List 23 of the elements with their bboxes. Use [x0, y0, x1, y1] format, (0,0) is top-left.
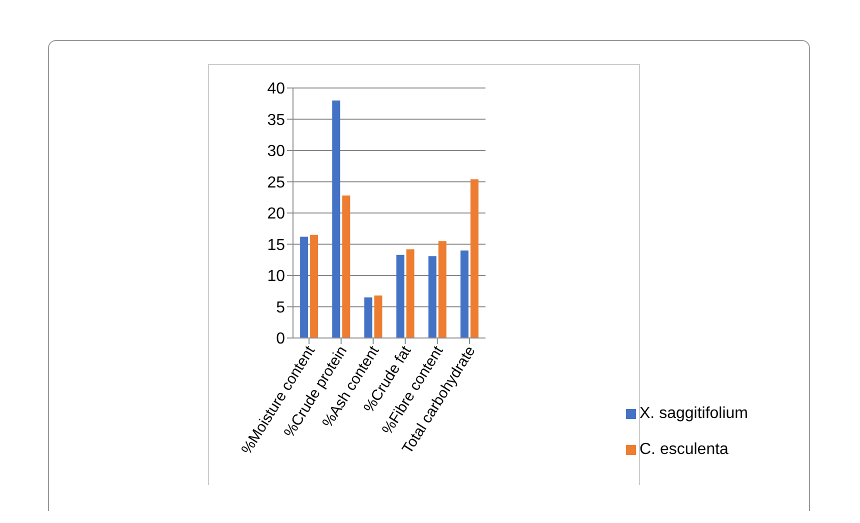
bar	[342, 196, 350, 338]
legend-label: X. saggitifolium	[640, 405, 748, 422]
bar	[460, 250, 468, 338]
y-tick-label: 35	[267, 112, 286, 129]
bar	[406, 249, 414, 338]
y-tick-label: 0	[276, 330, 286, 348]
legend-label: C. esculenta	[640, 441, 728, 458]
y-tick-label: 15	[267, 236, 286, 254]
y-tick-label: 5	[276, 299, 286, 316]
bar	[332, 100, 340, 338]
bar	[396, 254, 404, 338]
bar	[438, 241, 446, 338]
y-tick-label: 30	[267, 143, 286, 160]
y-tick-label: 10	[267, 268, 286, 286]
bar	[374, 296, 382, 338]
bar	[300, 236, 308, 338]
bar	[364, 297, 372, 338]
y-tick-label: 20	[267, 206, 286, 223]
bar	[428, 256, 436, 338]
bar	[310, 234, 318, 338]
y-tick-label: 40	[267, 80, 286, 98]
y-tick-label: 25	[267, 174, 286, 192]
bar	[470, 179, 478, 338]
